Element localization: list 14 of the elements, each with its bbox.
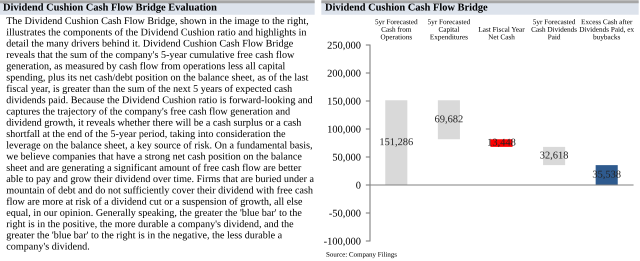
y-tick-label: -100,000: [324, 238, 361, 246]
y-tick-label: 150,000: [328, 98, 361, 106]
y-tick-label: 0: [356, 182, 361, 189]
y-tick-label: 50,000: [332, 154, 361, 162]
chart-title: Dividend Cushion Cash Flow Bridge: [325, 3, 488, 13]
y-tick-label: -50,000: [329, 210, 361, 218]
text: The Dividend Cushion Cash Flow Bridge, shown in the image to the right, illustrates the components of the Dividend Cushion ratio and highlights in detail the many drivers behind it. Dividend Cushion Cash Flow Bridge reveals that the sum of the company's 5-year cumulative free cash flow generation, as measured by cash flow from operations less all capital spending, plus its net cash/debt position on the balance sheet, as of the last fiscal year, is greater than the sum of the next 5 years of expected cash dividends paid. Because the Dividend Cushion ratio is forward-looking and captures the trajectory of the company's free cash flow generation and dividend growth, it reveals whether there will be a cash surplus or a cash shortfall at the end of the 5-year period, taking into consideration the leverage on the balance sheet, a key source of risk. On a fundamental basis, we believe companies that have a strong net cash position on the balance sheet and are generating a significant amount of free cash flow are better able to pay and grow their dividend over time. Firms that are buried under a mountain of debt and do not sufficiently cover their dividend with free cash flow are more at risk of a dividend cut or a suspension of growth, all else equal, in our opinion. Generally speaking, the greater the 'blue bar' to the right is in the positive, the more durable a company's dividend, and the greater the 'blue bar' to the right is in the negative, the less durable a company's dividend.: [6, 17, 314, 252]
y-tick-label: 250,000: [328, 42, 361, 50]
data-label: 151,286: [380, 138, 413, 147]
data-label: 69,682: [435, 115, 463, 124]
text: Dividend Cushion Cash Flow Bridge Evaluation: [3, 3, 217, 13]
y-tick-label: 200,000: [328, 70, 361, 78]
y-tick-label: 100,000: [328, 126, 361, 134]
data-label: 32,618: [540, 152, 568, 160]
